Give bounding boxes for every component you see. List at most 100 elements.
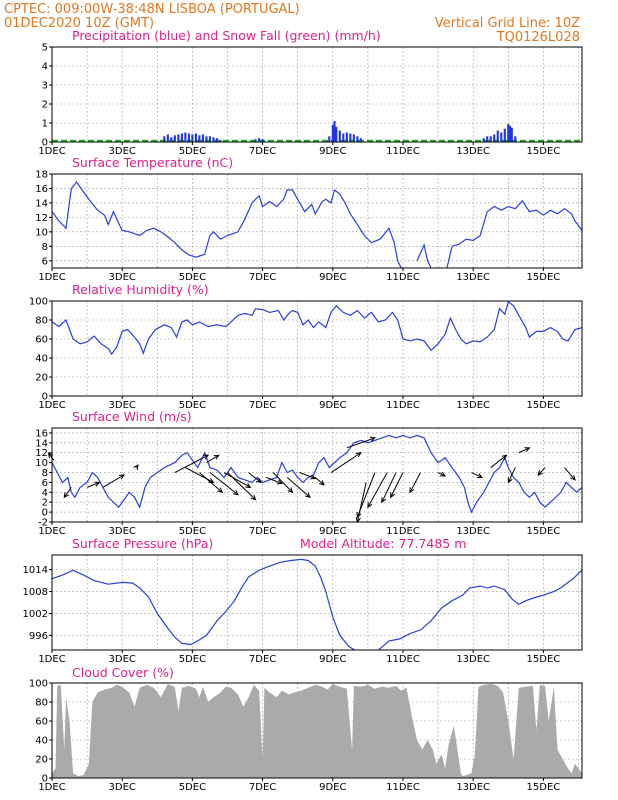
precip-bar: [254, 139, 257, 142]
temp-ytick-label: 18: [35, 170, 48, 181]
wind-xtick-label: 11DEC: [386, 526, 420, 537]
pressure-xtick-label: 7DEC: [249, 654, 276, 665]
precip-bar: [496, 130, 499, 142]
pressure-panel: Surface Pressure (hPa) Model Altitude: 77…: [23, 536, 583, 665]
wind-arrow-shaft: [537, 467, 546, 476]
wind-arrow-head: [390, 492, 396, 499]
rh-ytick-label: 0: [42, 392, 48, 403]
cloud-xtick-label: 5DEC: [179, 782, 206, 793]
wind-arrow-head: [213, 454, 220, 460]
wind-arrow-head: [232, 490, 239, 496]
wind-arrow: [346, 436, 376, 449]
wind-arrow: [248, 472, 262, 484]
wind-arrow: [390, 472, 404, 499]
cloud-ytick-label: 60: [35, 717, 48, 728]
cloud-ytick-label: 0: [42, 774, 48, 785]
precip-bar: [205, 136, 208, 142]
precip-bar: [486, 136, 489, 142]
wind-arrow-head: [440, 471, 447, 477]
precip-bar: [507, 123, 510, 142]
wind-arrow-shaft: [367, 472, 388, 508]
pressure-subtitle: Model Altitude: 77.7485 m: [300, 536, 466, 551]
rh-xtick-label: 7DEC: [249, 400, 276, 411]
pressure-frame: [51, 554, 583, 651]
wind-arrow-head: [276, 479, 283, 485]
wind-arrow-head: [355, 452, 362, 458]
wind-arrow: [537, 467, 546, 476]
precip-bar: [359, 138, 362, 142]
header-grid-line: Vertical Grid Line: 10Z: [435, 16, 580, 31]
wind-xtick-label: 7DEC: [249, 526, 276, 537]
precip-bar: [342, 133, 345, 142]
wind-arrow-shaft: [206, 454, 219, 464]
rh-xtick-label: 11DEC: [386, 400, 420, 411]
precip-ytick-label: 2: [42, 100, 48, 111]
wind-arrow-shaft: [507, 467, 516, 483]
cloud-xtick-label: 7DEC: [249, 782, 276, 793]
wind-xtick-label: 13DEC: [456, 526, 490, 537]
wind-arrow-shaft: [299, 472, 316, 479]
wind-arrow: [356, 472, 376, 519]
wind-arrow-head: [477, 473, 484, 478]
cloud-xtick-label: 13DEC: [456, 782, 490, 793]
temp-ytick-label: 14: [35, 198, 48, 209]
precip-bar: [333, 121, 336, 142]
temp-xtick-label: 9DEC: [319, 272, 346, 283]
precip-ytick-label: 1: [42, 119, 48, 130]
wind-arrow-shaft: [409, 472, 421, 493]
wind-arrow-head: [217, 487, 224, 494]
precip-bar: [338, 130, 341, 142]
header-code: TQ0126L028: [496, 30, 580, 45]
temp-xtick-label: 11DEC: [386, 272, 420, 283]
temp-title: Surface Temperature (nC): [72, 155, 233, 170]
wind-ytick-label: 2: [42, 498, 48, 509]
wind-arrow-shaft: [471, 472, 483, 478]
wind-ytick-label: 14: [35, 438, 48, 449]
wind-arrow-shaft: [223, 472, 251, 488]
precip-ytick-label: 4: [42, 62, 48, 73]
precip-frame: [51, 46, 583, 143]
wind-arrow-shaft: [227, 472, 256, 501]
precip-bar: [198, 135, 201, 142]
pressure-xtick-label: 3DEC: [109, 654, 136, 665]
precip-bar: [166, 134, 169, 142]
wind-arrow-shaft: [174, 454, 209, 473]
rh-xtick-label: 15DEC: [527, 400, 561, 411]
wind-arrow: [223, 472, 252, 488]
pressure-ytick-label: 1014: [23, 565, 48, 576]
wind-arrow: [227, 472, 257, 501]
precip-bar: [328, 136, 331, 142]
pressure-xtick-label: 11DEC: [386, 654, 420, 665]
temp-series-b: [416, 242, 432, 268]
wind-arrow: [206, 454, 220, 464]
wind-series: [52, 434, 582, 514]
wind-arrow: [330, 452, 362, 473]
cloud-xtick-label: 11DEC: [386, 782, 420, 793]
temp-xtick-label: 13DEC: [456, 272, 490, 283]
temp-ytick-label: 6: [42, 256, 48, 267]
precip-bar: [514, 136, 517, 142]
wind-arrow: [518, 447, 531, 454]
temp-ytick-label: 8: [42, 242, 48, 253]
wind-arrow: [381, 472, 397, 504]
rh-ytick-label: 100: [29, 297, 48, 308]
temp-xtick-label: 15DEC: [527, 272, 561, 283]
precip-bar: [345, 132, 348, 142]
wind-arrows: [47, 436, 576, 524]
precip-title: Precipitation (blue) and Snow Fall (gree…: [72, 28, 381, 43]
precip-bar: [352, 134, 355, 142]
wind-arrow-shaft: [286, 477, 311, 498]
wind-arrow: [490, 454, 508, 468]
wind-arrow-shaft: [199, 472, 223, 493]
wind-arrow-head: [287, 487, 294, 494]
precip-bar: [335, 126, 338, 142]
wind-arrow-head: [133, 464, 139, 471]
wind-arrow: [314, 477, 325, 486]
wind-xtick-label: 3DEC: [109, 526, 136, 537]
rh-ytick-label: 20: [35, 373, 48, 384]
precip-ytick-label: 5: [42, 43, 48, 54]
wind-arrow: [86, 481, 101, 488]
wind-arrow-shaft: [356, 472, 376, 518]
